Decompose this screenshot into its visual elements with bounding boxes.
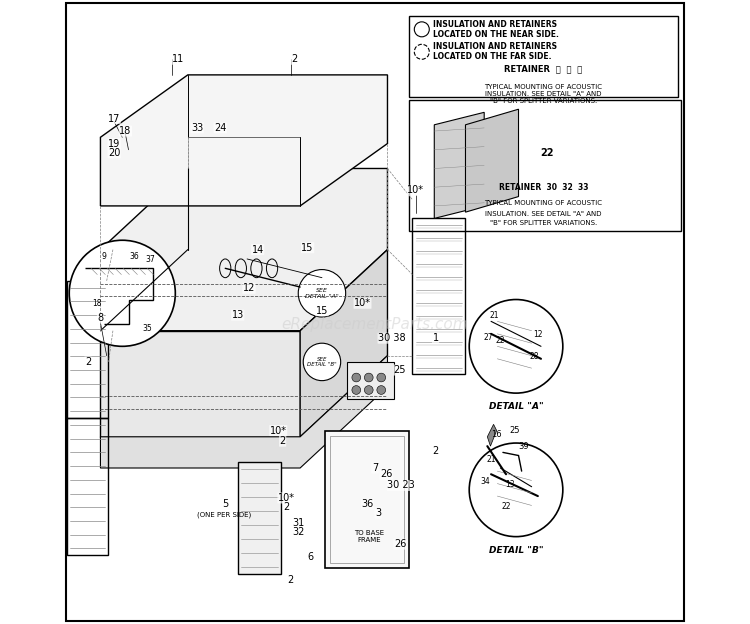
Bar — [68, 418, 108, 555]
Text: 14: 14 — [251, 245, 264, 255]
Bar — [413, 218, 466, 374]
Text: 35: 35 — [142, 324, 152, 333]
Text: 28: 28 — [530, 352, 539, 361]
Text: 18: 18 — [92, 299, 102, 308]
Circle shape — [376, 386, 386, 394]
Polygon shape — [300, 250, 388, 437]
Text: "B" FOR SPLITTER VARIATIONS.: "B" FOR SPLITTER VARIATIONS. — [490, 220, 597, 226]
Text: 21: 21 — [486, 455, 496, 464]
Circle shape — [376, 373, 386, 382]
Text: 8: 8 — [98, 313, 104, 323]
Text: 2: 2 — [288, 575, 294, 585]
Text: 16: 16 — [491, 430, 502, 439]
Text: 32: 32 — [292, 527, 305, 537]
Text: SEE
DETAIL "A": SEE DETAIL "A" — [305, 288, 339, 299]
Text: 26: 26 — [394, 539, 406, 549]
Text: 37: 37 — [146, 255, 155, 264]
Text: 25: 25 — [509, 426, 520, 435]
Text: TYPICAL MOUNTING OF ACOUSTIC: TYPICAL MOUNTING OF ACOUSTIC — [484, 200, 602, 206]
Bar — [347, 362, 394, 399]
Polygon shape — [100, 168, 388, 331]
Text: INSULATION AND RETAINERS
LOCATED ON THE FAR SIDE.: INSULATION AND RETAINERS LOCATED ON THE … — [433, 42, 557, 62]
Text: INSULATION AND RETAINERS
LOCATED ON THE NEAR SIDE.: INSULATION AND RETAINERS LOCATED ON THE … — [433, 19, 559, 39]
Text: 11: 11 — [172, 54, 184, 64]
Text: 10*: 10* — [278, 493, 295, 503]
Text: 15: 15 — [302, 243, 313, 253]
Circle shape — [364, 386, 374, 394]
Circle shape — [298, 270, 346, 317]
Text: RETAINER  30  32  33: RETAINER 30 32 33 — [499, 183, 588, 192]
Text: 21: 21 — [490, 311, 499, 320]
Text: 18: 18 — [119, 126, 131, 136]
Circle shape — [470, 443, 562, 537]
Text: 6: 6 — [308, 552, 314, 562]
Text: 17: 17 — [108, 114, 120, 124]
Text: 22: 22 — [502, 502, 512, 510]
Text: DETAIL "B": DETAIL "B" — [489, 546, 543, 555]
Text: 9: 9 — [101, 252, 106, 261]
Text: 25: 25 — [394, 365, 406, 375]
Text: 24: 24 — [214, 123, 226, 133]
Circle shape — [303, 343, 340, 381]
Text: 1: 1 — [433, 333, 439, 343]
Text: eReplacementParts.com: eReplacementParts.com — [282, 317, 468, 332]
Text: 13: 13 — [232, 310, 244, 320]
Text: 33: 33 — [191, 123, 203, 133]
Bar — [330, 436, 404, 563]
Bar — [410, 16, 678, 97]
Text: 3: 3 — [375, 508, 381, 518]
Text: INSULATION. SEE DETAIL "A" AND: INSULATION. SEE DETAIL "A" AND — [485, 211, 602, 217]
Polygon shape — [466, 109, 518, 212]
Text: DETAIL "A": DETAIL "A" — [489, 402, 544, 411]
Text: 2: 2 — [284, 502, 290, 512]
Text: (ONE PER SIDE): (ONE PER SIDE) — [196, 512, 251, 518]
Circle shape — [470, 300, 562, 393]
Text: 10*: 10* — [354, 298, 371, 308]
Polygon shape — [100, 331, 300, 437]
Text: 34: 34 — [480, 477, 490, 485]
Bar — [325, 431, 410, 568]
Polygon shape — [100, 356, 388, 468]
Text: 22: 22 — [540, 148, 554, 158]
Text: RETAINER  ⒮  ⒲  Ⓑ: RETAINER ⒮ ⒲ Ⓑ — [504, 64, 583, 73]
Text: 30 38: 30 38 — [378, 333, 406, 343]
Polygon shape — [434, 112, 484, 218]
Text: 20: 20 — [108, 148, 120, 158]
Polygon shape — [488, 424, 496, 446]
Text: TO BASE
FRAME: TO BASE FRAME — [354, 530, 384, 543]
Text: TYPICAL MOUNTING OF ACOUSTIC
INSULATION. SEE DETAIL "A" AND
"B" FOR SPLITTER VAR: TYPICAL MOUNTING OF ACOUSTIC INSULATION.… — [484, 84, 602, 104]
Text: 5: 5 — [222, 499, 228, 509]
Text: 31: 31 — [292, 518, 305, 528]
Text: 10*: 10* — [407, 185, 424, 195]
Text: 2: 2 — [291, 54, 297, 64]
Polygon shape — [100, 75, 388, 206]
Bar — [410, 100, 681, 231]
Bar — [238, 462, 281, 574]
Text: SEE
DETAIL "B": SEE DETAIL "B" — [308, 356, 337, 368]
Text: 27: 27 — [483, 333, 493, 342]
Text: 10*: 10* — [270, 426, 286, 436]
Circle shape — [364, 373, 374, 382]
Text: 2: 2 — [85, 357, 91, 367]
Text: 19: 19 — [108, 139, 120, 149]
Circle shape — [352, 386, 361, 394]
Text: 13: 13 — [505, 480, 515, 489]
Text: 36: 36 — [362, 499, 374, 509]
Text: 2: 2 — [280, 436, 286, 446]
Text: 12: 12 — [243, 283, 255, 293]
Text: 7: 7 — [372, 463, 378, 473]
Bar — [68, 281, 108, 418]
Text: 36: 36 — [130, 252, 140, 261]
Text: 2: 2 — [433, 446, 439, 456]
Circle shape — [352, 373, 361, 382]
Circle shape — [69, 240, 176, 346]
Text: 15: 15 — [316, 306, 328, 316]
Text: 26: 26 — [380, 469, 392, 479]
Text: 12: 12 — [533, 330, 542, 339]
Text: 22: 22 — [496, 336, 506, 345]
Text: 30 23: 30 23 — [387, 480, 415, 490]
Text: 39: 39 — [518, 442, 530, 451]
